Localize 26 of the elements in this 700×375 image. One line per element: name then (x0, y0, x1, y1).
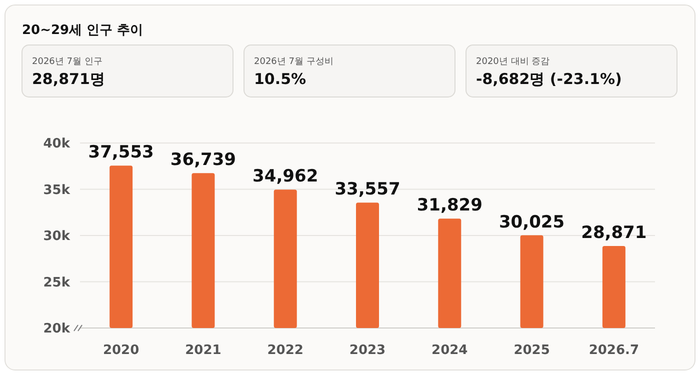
text: 10.5% (254, 70, 306, 88)
text: 28,871명 (32, 70, 105, 88)
y-tick-label: 35k (43, 182, 70, 198)
x-tick-label: 2025 (514, 343, 550, 358)
x-tick-label: 2020 (102, 343, 140, 358)
x-tick-label: 2022 (267, 343, 304, 358)
text: -8,682명 (-23.1%) (476, 70, 622, 88)
x-tick-label: 2023 (349, 343, 386, 358)
data-label: 36,739 (170, 150, 236, 170)
text: 2026년 7월 구성비 (254, 57, 334, 67)
y-tick-label: 20k (43, 322, 70, 337)
data-label: 34,962 (252, 166, 318, 187)
data-label: 31,829 (416, 196, 482, 216)
chart-title: 20~29세 인구 추이 (22, 23, 144, 38)
text: 2026년 7월 인구 (32, 57, 102, 67)
data-label: 30,025 (498, 212, 565, 232)
text: 2020년 대비 증감 (476, 57, 550, 67)
x-tick-label: 2024 (432, 343, 468, 358)
y-tick-label: 40k (43, 136, 70, 152)
data-label: 33,557 (334, 180, 400, 200)
data-label: 37,553 (88, 142, 154, 163)
y-tick-label: 25k (43, 275, 70, 290)
x-tick-label: 2026.7 (588, 343, 640, 358)
data-label: 28,871 (581, 222, 647, 243)
x-tick-label: 2021 (185, 343, 222, 358)
y-tick-label: 30k (43, 229, 70, 244)
